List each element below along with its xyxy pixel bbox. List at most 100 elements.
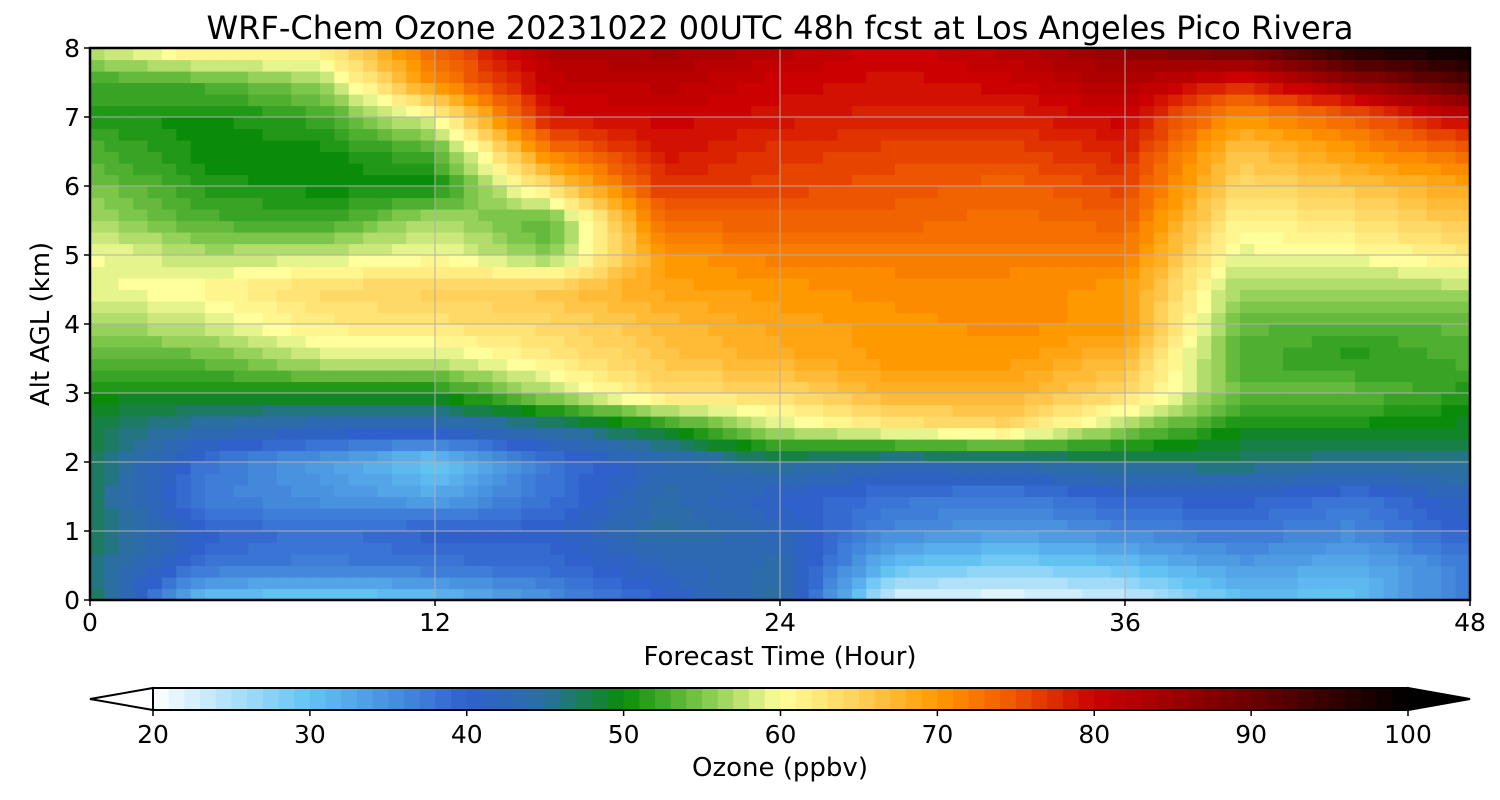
field-cell — [449, 174, 465, 187]
field-cell — [506, 508, 522, 521]
field-cell — [276, 404, 292, 417]
field-cell — [1355, 174, 1370, 187]
field-cell — [420, 508, 436, 521]
field-cell — [1067, 94, 1083, 107]
field-cell — [938, 232, 954, 245]
field-cell — [1125, 186, 1140, 199]
field-cell — [1196, 416, 1212, 429]
field-cell — [1268, 48, 1284, 61]
field-cell — [190, 220, 206, 233]
field-cell — [1340, 94, 1356, 107]
field-cell — [679, 48, 695, 61]
field-cell — [1081, 312, 1097, 325]
field-cell — [1038, 128, 1054, 141]
field-cell — [478, 105, 494, 118]
field-cell — [133, 381, 149, 394]
field-cell — [391, 289, 407, 302]
field-cell — [463, 301, 479, 314]
field-cell — [665, 554, 680, 567]
field-cell — [1326, 197, 1342, 210]
field-cell — [665, 266, 680, 279]
field-cell — [1398, 151, 1414, 164]
field-cell — [463, 404, 479, 417]
field-cell — [578, 473, 594, 486]
field-cell — [895, 381, 910, 394]
field-cell — [1383, 335, 1399, 348]
field-cell — [262, 163, 278, 176]
field-cell — [1081, 335, 1097, 348]
field-cell — [478, 82, 494, 95]
field-cell — [176, 393, 192, 406]
field-cell — [262, 312, 278, 325]
field-cell — [535, 347, 551, 360]
field-cell — [133, 347, 149, 360]
field-cell — [1010, 243, 1025, 256]
field-cell — [751, 577, 767, 590]
field-cell — [1196, 347, 1212, 360]
field-cell — [823, 358, 839, 371]
field-cell — [1326, 427, 1342, 440]
field-cell — [550, 358, 565, 371]
field-cell — [248, 174, 264, 187]
field-cell — [780, 416, 795, 429]
field-cell — [320, 393, 335, 406]
field-cell — [1426, 588, 1442, 601]
field-cell — [665, 289, 680, 302]
field-cell — [463, 347, 479, 360]
field-cell — [1455, 519, 1471, 532]
field-cell — [751, 278, 767, 291]
field-cell — [1254, 232, 1270, 245]
field-cell — [1383, 301, 1399, 314]
field-cell — [190, 565, 206, 578]
field-cell — [837, 220, 853, 233]
field-cell — [1297, 496, 1313, 509]
field-cell — [90, 473, 105, 486]
field-cell — [1311, 565, 1327, 578]
field-cell — [1024, 48, 1040, 61]
field-cell — [1067, 117, 1083, 130]
field-cell — [866, 278, 882, 291]
field-cell — [363, 289, 379, 302]
field-cell — [118, 473, 134, 486]
field-cell — [1326, 220, 1342, 233]
field-cell — [219, 439, 235, 452]
field-cell — [449, 71, 465, 84]
field-cell — [463, 427, 479, 440]
field-cell — [391, 588, 407, 601]
field-cell — [1268, 427, 1284, 440]
field-cell — [794, 163, 810, 176]
field-cell — [952, 485, 968, 498]
field-cell — [665, 255, 680, 268]
colorbar-segment — [890, 688, 907, 710]
field-cell — [133, 82, 149, 95]
field-cell — [521, 105, 537, 118]
field-cell — [952, 266, 968, 279]
field-cell — [1441, 577, 1457, 590]
field-cell — [1355, 117, 1370, 130]
field-cell — [463, 370, 479, 383]
field-cell — [492, 450, 508, 463]
field-cell — [1254, 71, 1270, 84]
field-cell — [521, 151, 537, 164]
field-cell — [1254, 473, 1270, 486]
field-cell — [1081, 508, 1097, 521]
field-cell — [1398, 71, 1414, 84]
field-cell — [406, 542, 422, 555]
field-cell — [463, 209, 479, 222]
field-cell — [233, 266, 249, 279]
field-cell — [751, 232, 767, 245]
field-cell — [1326, 140, 1342, 153]
field-cell — [1196, 289, 1212, 302]
field-cell — [219, 485, 235, 498]
field-cell — [693, 416, 709, 429]
field-cell — [621, 220, 637, 233]
field-cell — [521, 140, 537, 153]
field-cell — [636, 416, 652, 429]
field-cell — [952, 473, 968, 486]
field-cell — [636, 174, 652, 187]
field-cell — [262, 347, 278, 360]
field-cell — [133, 531, 149, 544]
field-cell — [1168, 531, 1184, 544]
field-cell — [1369, 485, 1385, 498]
field-cell — [1096, 232, 1112, 245]
